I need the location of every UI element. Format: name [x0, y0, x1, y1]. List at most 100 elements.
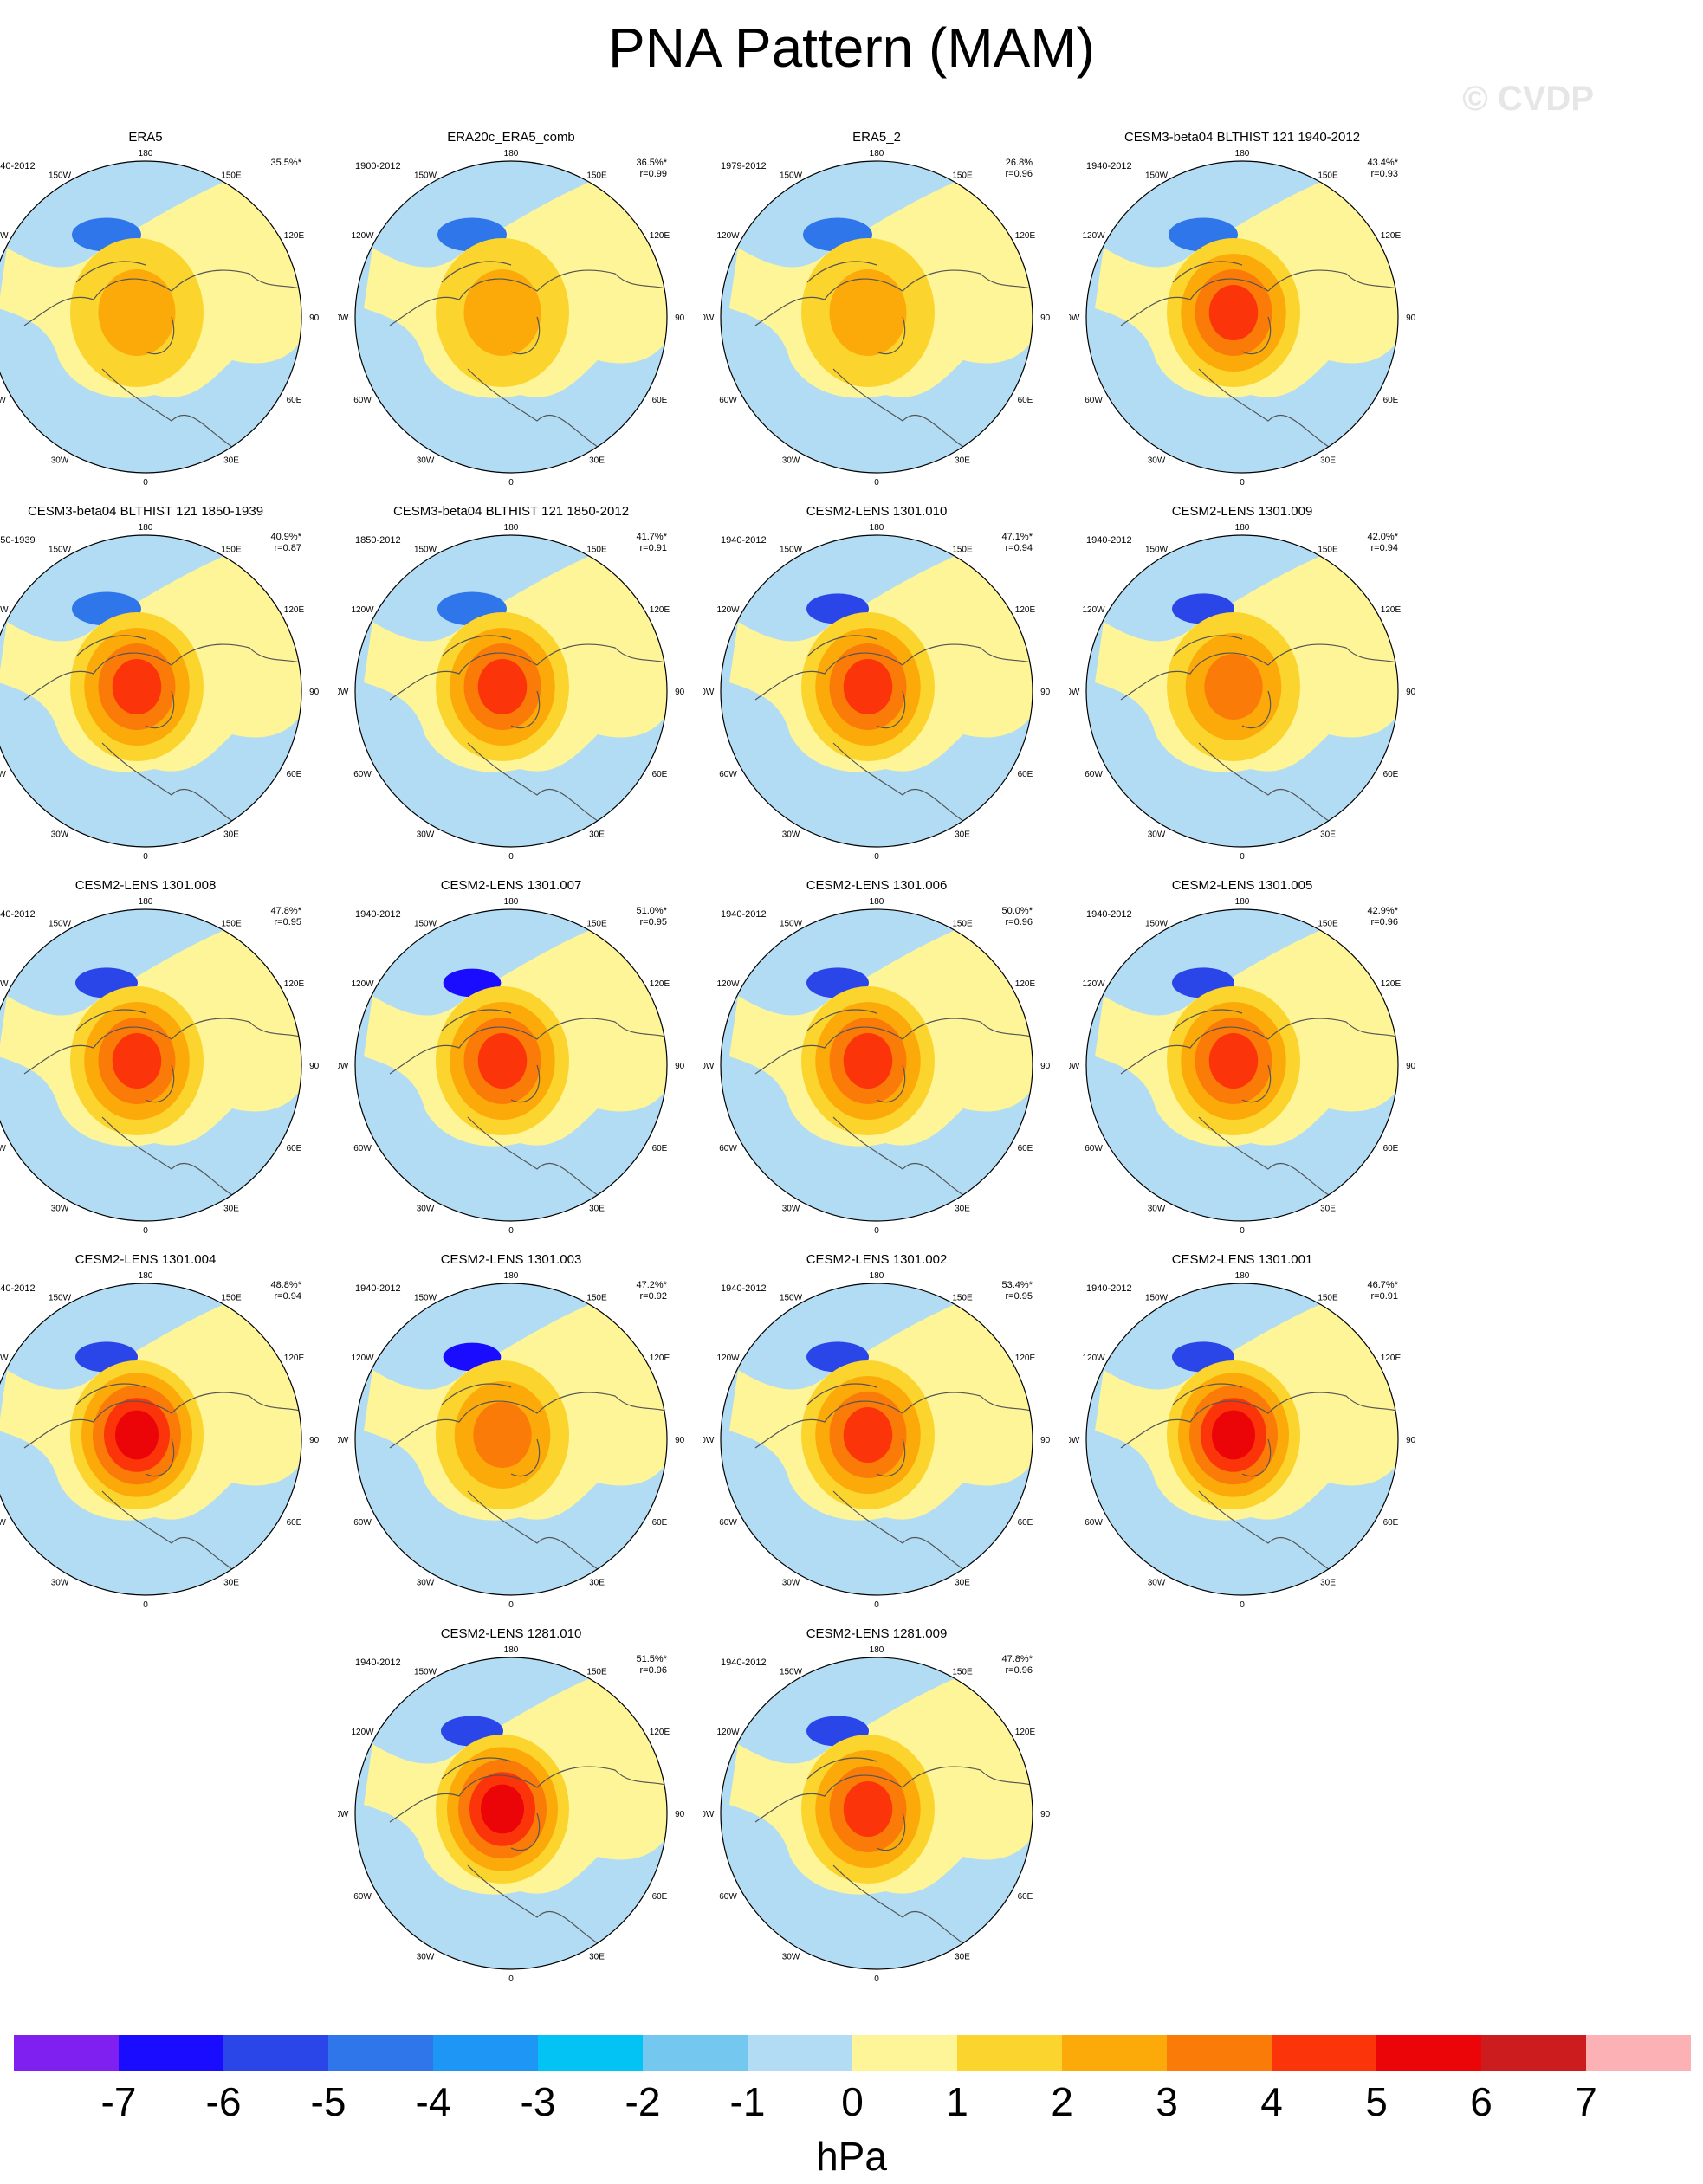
longitude-label: 90E — [675, 1436, 684, 1445]
longitude-label: 90W — [338, 1062, 349, 1071]
longitude-label: 60E — [1018, 1892, 1033, 1902]
colorbar-swatch — [1376, 2035, 1481, 2071]
longitude-label: 60E — [652, 1518, 668, 1528]
longitude-label: 60E — [1018, 1144, 1033, 1153]
longitude-label: 180 — [504, 523, 519, 533]
map-boundary — [0, 1283, 302, 1596]
longitude-label: 90W — [1069, 688, 1080, 697]
longitude-label: 180 — [870, 1271, 884, 1281]
longitude-label: 180 — [870, 523, 884, 533]
positive-anomaly-contour — [115, 1410, 159, 1460]
panel-years: 1940-2012 — [1086, 1283, 1132, 1294]
polar-map: 180 150E 120E 90E 60E 30E 0 30W 60W 90W 120W 150W — [338, 1271, 684, 1610]
longitude-label: 90E — [309, 313, 319, 323]
panel-variance-percent: 47.8%* — [1001, 1654, 1033, 1664]
positive-anomaly-contour — [473, 1402, 532, 1468]
longitude-label: 120W — [1082, 605, 1105, 615]
positive-anomaly-contour — [112, 659, 162, 714]
map-panel: CESM2-LENS 1301.008 1940-2012 47.8%*r=0.95… — [0, 878, 319, 1242]
map-boundary — [354, 908, 668, 1222]
longitude-label: 0 — [508, 1600, 514, 1610]
map-boundary — [0, 908, 302, 1222]
longitude-label: 30E — [1320, 1579, 1336, 1588]
map-panel: CESM3-beta04 BLTHIST 121 1850-2012 1850-2… — [338, 504, 684, 868]
map-panel: ERA5 1940-2012 35.5%* 180 150E 120E 90E 60E 30E 0… — [0, 130, 319, 494]
panel-variance: 53.4%* r=0.95 — [1002, 1280, 1033, 1302]
panel-variance: 42.9%* r=0.96 — [1368, 906, 1398, 928]
longitude-label: 0 — [874, 852, 879, 862]
panel-years: 1940-2012 — [1086, 909, 1132, 920]
longitude-label: 30W — [782, 1579, 800, 1588]
longitude-label: 90E — [1406, 1436, 1415, 1445]
longitude-label: 60E — [287, 1144, 302, 1153]
map-boundary — [354, 534, 668, 848]
longitude-label: 90E — [1040, 1810, 1050, 1819]
longitude-label: 120W — [716, 1728, 740, 1737]
longitude-label: 180 — [504, 149, 519, 158]
panel-title: CESM2-LENS 1301.001 — [1171, 1252, 1313, 1267]
panel-years: 1850-2012 — [355, 535, 401, 546]
longitude-label: 30E — [955, 456, 970, 466]
panel-title: CESM2-LENS 1301.005 — [1171, 878, 1313, 893]
longitude-label: 90E — [1040, 688, 1050, 697]
map-boundary — [354, 1283, 668, 1596]
longitude-label: 120E — [284, 231, 305, 241]
map-panel: CESM2-LENS 1301.003 1940-2012 47.2%* r=0.92… — [338, 1252, 684, 1616]
longitude-label: 180 — [139, 1271, 153, 1281]
longitude-label: 120W — [716, 1354, 740, 1363]
panel-variance-percent: 26.8% — [1005, 158, 1033, 168]
longitude-label: 120W — [716, 605, 740, 615]
longitude-label: 150E — [586, 545, 607, 554]
panel-variance-percent: 51.0%* — [636, 906, 667, 916]
longitude-label: 150W — [1145, 545, 1169, 554]
map-panels-grid: ERA5 1940-2012 35.5%* 180 150E 120E 90E 60E 30E 0… — [0, 130, 1415, 1984]
longitude-label: 120E — [1381, 1354, 1402, 1363]
longitude-label: 180 — [870, 897, 884, 907]
longitude-label: 60W — [1085, 1518, 1103, 1528]
panel-pattern-correlation: r=0.91 — [639, 543, 668, 553]
panel-years: 1979-2012 — [721, 161, 767, 171]
positive-anomaly-contour — [1212, 1410, 1255, 1460]
longitude-label: 60E — [287, 770, 302, 779]
coastlines — [389, 1009, 667, 1196]
longitude-label: 120W — [351, 1354, 374, 1363]
longitude-label: 30W — [417, 830, 435, 840]
longitude-label: 150W — [1145, 171, 1169, 180]
coastlines — [389, 261, 667, 448]
map-boundary — [720, 1283, 1033, 1596]
longitude-label: 60W — [353, 1518, 372, 1528]
colorbar-tick-label: 5 — [1365, 2079, 1388, 2124]
longitude-label: 0 — [508, 1974, 514, 1984]
longitude-label: 180 — [1235, 149, 1250, 158]
longitude-label: 90W — [1069, 1436, 1080, 1445]
panel-title: CESM3-beta04 BLTHIST 121 1850-1939 — [27, 504, 264, 519]
longitude-label: 150W — [780, 919, 803, 928]
panel-variance: 47.8%* r=0.95 — [271, 906, 301, 928]
longitude-label: 150W — [49, 919, 72, 928]
polar-map: 180 150E 120E 90E 60E 30E 0 30W 60W 90W 120W 150W — [703, 897, 1050, 1236]
panel-variance: 35.5%* — [271, 158, 301, 169]
coastlines — [23, 1009, 301, 1196]
longitude-label: 30E — [1320, 830, 1336, 840]
map-panel: CESM2-LENS 1301.004 1940-2012 48.8%*r=0.94… — [0, 1252, 319, 1616]
panel-pattern-correlation: r=0.91 — [1370, 1291, 1399, 1302]
longitude-label: 120W — [0, 231, 9, 241]
panel-years: 1940-2012 — [355, 1657, 401, 1668]
coastlines — [754, 261, 1033, 448]
panel-variance: 47.1%* r=0.94 — [1002, 532, 1033, 554]
panel-years: 1940-2012 — [721, 909, 767, 920]
positive-anomaly-contour — [112, 1033, 162, 1089]
longitude-label: 60W — [719, 1144, 737, 1153]
longitude-label: 60W — [719, 1892, 737, 1902]
longitude-label: 30E — [589, 1579, 605, 1588]
panel-variance: 46.7%* r=0.91 — [1368, 1280, 1398, 1302]
panel-variance: 47.2%* r=0.92 — [637, 1280, 667, 1302]
longitude-label: 150E — [1318, 171, 1338, 180]
longitude-label: 150W — [780, 1293, 803, 1302]
polar-map: 180 150E 120E 90E 60E 30E 0 30W 60W 90W 120W 150W — [703, 523, 1050, 862]
longitude-label: 150E — [952, 919, 973, 928]
longitude-label: 60W — [353, 770, 372, 779]
longitude-label: 120E — [1381, 979, 1402, 989]
longitude-label: 30W — [1148, 830, 1166, 840]
map-boundary — [1085, 908, 1399, 1222]
